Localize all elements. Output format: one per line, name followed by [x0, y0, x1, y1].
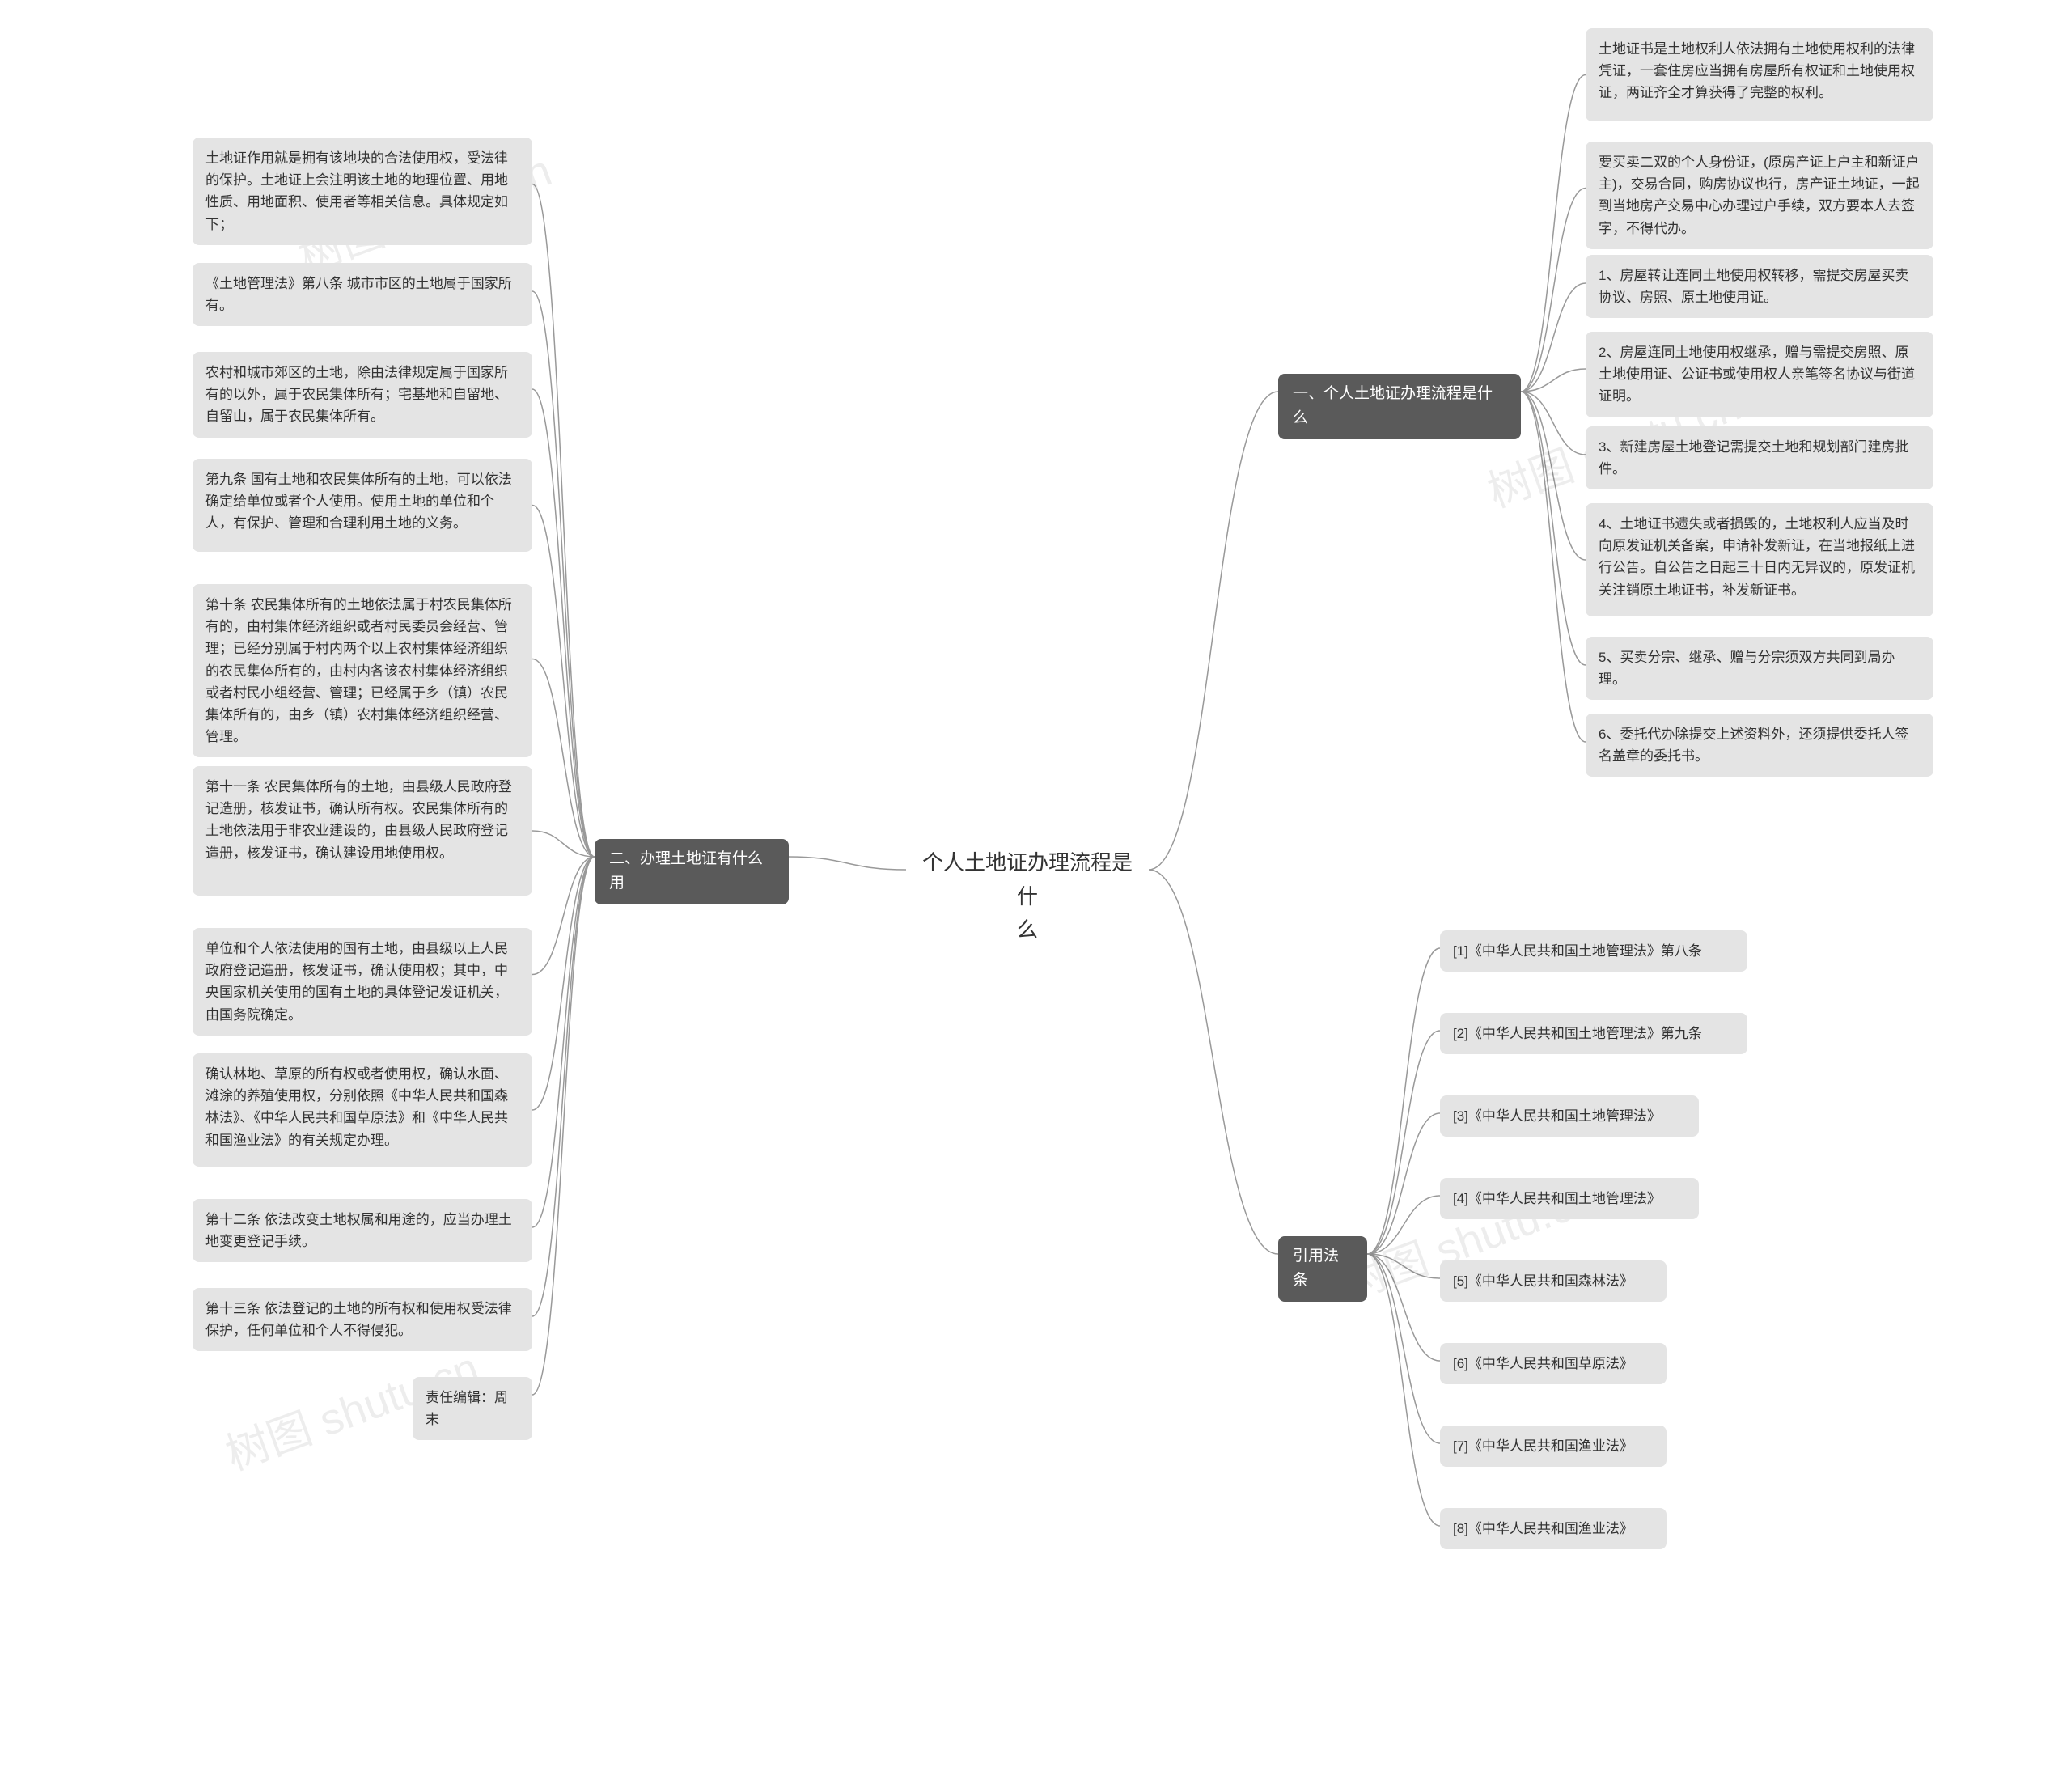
- leaf-br2-6: 单位和个人依法使用的国有土地，由县级以上人民政府登记造册，核发证书，确认使用权；…: [193, 928, 532, 1036]
- leaf-br2-7: 确认林地、草原的所有权或者使用权，确认水面、滩涂的养殖使用权，分别依照《中华人民…: [193, 1053, 532, 1167]
- leaf-br3-3: [4]《中华人民共和国土地管理法》: [1440, 1178, 1699, 1219]
- leaf-br3-5: [6]《中华人民共和国草原法》: [1440, 1343, 1667, 1384]
- root-node: 个人土地证办理流程是什么: [906, 833, 1149, 960]
- leaf-br2-8: 第十二条 依法改变土地权属和用途的，应当办理土地变更登记手续。: [193, 1199, 532, 1262]
- leaf-br1-1: 要买卖二双的个人身份证，(原房产证上户主和新证户主)，交易合同，购房协议也行，房…: [1586, 142, 1933, 249]
- leaf-br2-3: 第九条 国有土地和农民集体所有的土地，可以依法确定给单位或者个人使用。使用土地的…: [193, 459, 532, 552]
- leaf-br1-6: 5、买卖分宗、继承、赠与分宗须双方共同到局办理。: [1586, 637, 1933, 700]
- leaf-br2-1: 《土地管理法》第八条 城市市区的土地属于国家所有。: [193, 263, 532, 326]
- leaf-br3-2: [3]《中华人民共和国土地管理法》: [1440, 1095, 1699, 1137]
- leaf-br1-7: 6、委托代办除提交上述资料外，还须提供委托人签名盖章的委托书。: [1586, 714, 1933, 777]
- leaf-br2-5: 第十一条 农民集体所有的土地，由县级人民政府登记造册，核发证书，确认所有权。农民…: [193, 766, 532, 896]
- leaf-br1-4: 3、新建房屋土地登记需提交土地和规划部门建房批件。: [1586, 426, 1933, 489]
- branch-br3: 引用法条: [1278, 1236, 1367, 1302]
- leaf-br2-0: 土地证作用就是拥有该地块的合法使用权，受法律的保护。土地证上会注明该土地的地理位…: [193, 138, 532, 245]
- leaf-br2-9: 第十三条 依法登记的土地的所有权和使用权受法律保护，任何单位和个人不得侵犯。: [193, 1288, 532, 1351]
- leaf-br3-0: [1]《中华人民共和国土地管理法》第八条: [1440, 930, 1747, 972]
- branch-br2: 二、办理土地证有什么用: [595, 839, 789, 904]
- leaf-br2-2: 农村和城市郊区的土地，除由法律规定属于国家所有的以外，属于农民集体所有；宅基地和…: [193, 352, 532, 438]
- leaf-br1-2: 1、房屋转让连同土地使用权转移，需提交房屋买卖协议、房照、原土地使用证。: [1586, 255, 1933, 318]
- leaf-br2-4: 第十条 农民集体所有的土地依法属于村农民集体所有的，由村集体经济组织或者村民委员…: [193, 584, 532, 757]
- leaf-br3-6: [7]《中华人民共和国渔业法》: [1440, 1426, 1667, 1467]
- leaf-br3-4: [5]《中华人民共和国森林法》: [1440, 1260, 1667, 1302]
- leaf-br1-5: 4、土地证书遗失或者损毁的，土地权利人应当及时向原发证机关备案，申请补发新证，在…: [1586, 503, 1933, 616]
- branch-br1: 一、个人土地证办理流程是什么: [1278, 374, 1521, 439]
- leaf-br2-10: 责任编辑：周末: [413, 1377, 532, 1440]
- leaf-br1-3: 2、房屋连同土地使用权继承，赠与需提交房照、原土地使用证、公证书或使用权人亲笔签…: [1586, 332, 1933, 417]
- leaf-br3-7: [8]《中华人民共和国渔业法》: [1440, 1508, 1667, 1549]
- leaf-br3-1: [2]《中华人民共和国土地管理法》第九条: [1440, 1013, 1747, 1054]
- leaf-br1-0: 土地证书是土地权利人依法拥有土地使用权利的法律凭证，一套住房应当拥有房屋所有权证…: [1586, 28, 1933, 121]
